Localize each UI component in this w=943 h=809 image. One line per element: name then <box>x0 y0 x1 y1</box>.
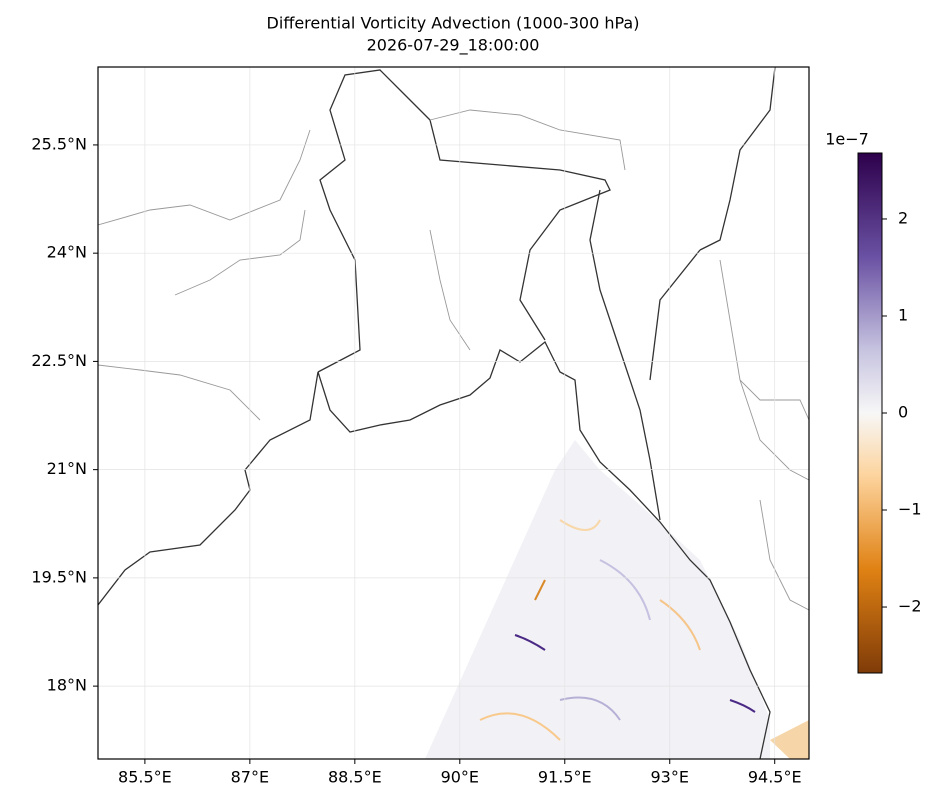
chart-title: Differential Vorticity Advection (1000-3… <box>267 14 640 33</box>
data-field <box>425 440 770 759</box>
colorbar-tick-label: 0 <box>898 403 908 422</box>
state-border <box>98 109 809 611</box>
colorbar <box>857 152 883 674</box>
x-tick-label: 93°E <box>651 768 689 787</box>
coastline <box>98 340 771 759</box>
y-tick-label: 18°N <box>47 676 87 695</box>
x-tick-label: 91.5°E <box>538 768 592 787</box>
x-tick-label: 88.5°E <box>328 768 382 787</box>
colorbar-tick-label: 1 <box>898 305 908 324</box>
x-tick-label: 90°E <box>441 768 479 787</box>
x-tick-label: 87°E <box>231 768 269 787</box>
map-area <box>98 67 809 759</box>
map-frame <box>97 66 810 760</box>
colorbar-tick-label: −1 <box>898 500 922 519</box>
x-tick-label: 85.5°E <box>118 768 172 787</box>
chart-subtitle: 2026-07-29_18:00:00 <box>367 36 540 56</box>
x-tick-label: 94.5°E <box>748 768 802 787</box>
field-texture <box>479 519 809 759</box>
colorbar-exponent: 1e−7 <box>825 130 869 149</box>
country-border <box>317 69 611 373</box>
country-border <box>589 67 776 521</box>
y-tick-label: 25.5°N <box>31 134 87 153</box>
colorbar-tick-label: 2 <box>898 208 908 227</box>
colorbar-tick-label: −2 <box>898 597 922 616</box>
y-tick-label: 22.5°N <box>31 351 87 370</box>
y-tick-label: 19.5°N <box>31 567 87 586</box>
y-tick-label: 24°N <box>47 243 87 262</box>
y-tick-label: 21°N <box>47 459 87 478</box>
